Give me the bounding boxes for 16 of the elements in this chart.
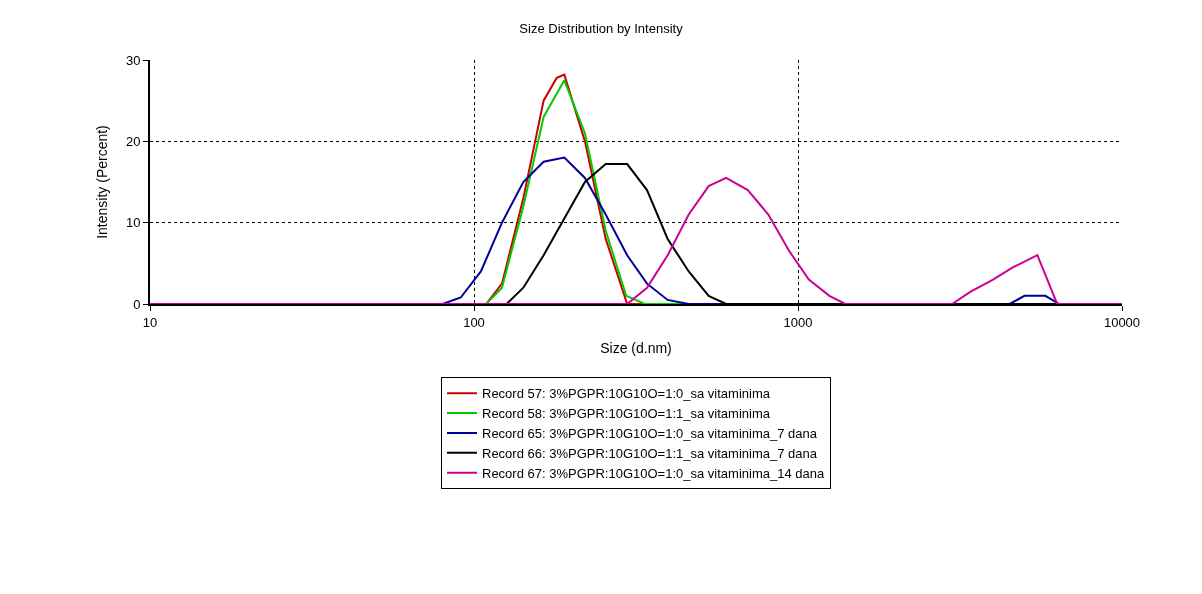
legend-label: Record 58: 3%PGPR:10G10O=1:1_sa vitaminima — [482, 406, 771, 422]
chart-title: Size Distribution by Intensity — [519, 20, 684, 36]
legend-label: Record 65: 3%PGPR:10G10O=1:0_sa vitaminima_7 dana — [482, 426, 818, 442]
y-tick-label: 30 — [125, 52, 141, 68]
x-axis-title: Size (d.nm) — [600, 340, 672, 357]
x-tick-label: 100 — [463, 314, 485, 330]
y-tick-label: 0 — [133, 296, 141, 312]
legend-label: Record 66: 3%PGPR:10G10O=1:1_sa vitaminima_7 dana — [482, 445, 818, 461]
y-axis-title: Intensity (Percent) — [94, 125, 111, 239]
legend-label: Record 57: 3%PGPR:10G10O=1:0_sa vitaminima — [482, 386, 771, 402]
y-tick-label: 10 — [125, 215, 141, 231]
x-tick-label: 10000 — [1103, 314, 1141, 330]
x-tick-label: 1000 — [783, 314, 813, 330]
legend-label: Record 67: 3%PGPR:10G10O=1:0_sa vitaminima_14 dana — [482, 465, 825, 481]
x-tick-label: 10 — [142, 314, 158, 330]
y-tick-label: 20 — [125, 133, 141, 149]
